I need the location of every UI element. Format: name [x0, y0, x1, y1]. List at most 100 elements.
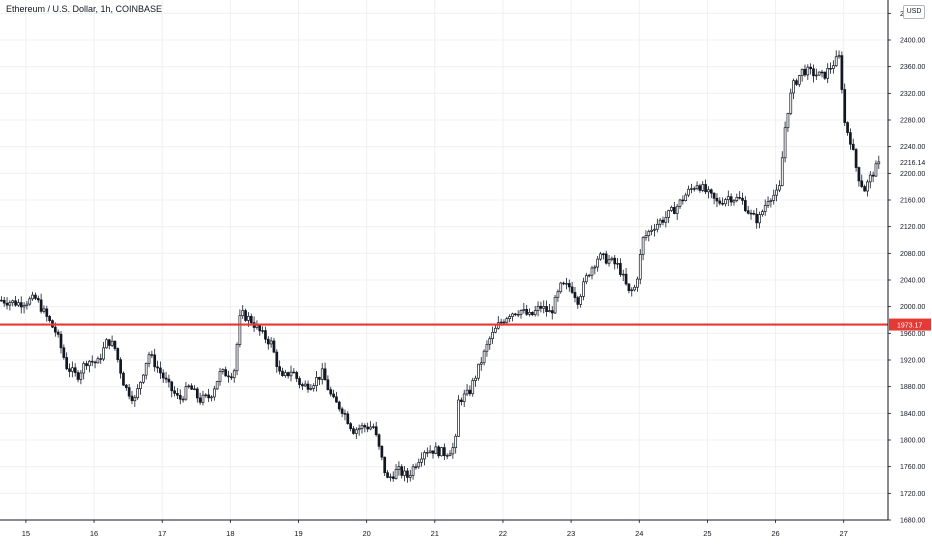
candle-body — [232, 370, 236, 379]
currency-badge[interactable]: USD — [903, 5, 925, 19]
candle-body — [650, 229, 653, 232]
candle-body — [513, 313, 517, 316]
candle-body — [306, 383, 310, 390]
candle-body — [119, 359, 122, 374]
candle-body — [499, 321, 503, 324]
candle-body — [204, 394, 208, 397]
candle-body — [721, 202, 724, 205]
candle-body — [692, 188, 696, 190]
candle-body — [301, 384, 304, 387]
candle-body — [565, 283, 568, 285]
y-tick-label: 2080.00 — [900, 251, 925, 258]
candle-body — [380, 445, 384, 458]
candle-body — [320, 368, 324, 380]
candle-body — [681, 199, 685, 202]
candle-body — [542, 306, 546, 309]
candle-body — [610, 257, 614, 260]
candle-body — [457, 399, 460, 437]
candle-body — [17, 302, 20, 306]
x-tick-label: 15 — [22, 529, 30, 538]
candle-body — [775, 189, 778, 196]
candle-body — [39, 299, 43, 312]
candle-body — [516, 314, 520, 316]
candle-body — [278, 366, 281, 372]
candle-body — [8, 302, 12, 306]
candle-body — [800, 68, 804, 76]
x-tick-label: 23 — [567, 529, 575, 538]
candle-body — [235, 344, 239, 372]
candle-body — [494, 327, 497, 333]
candle-body — [434, 446, 438, 454]
candle-body — [377, 434, 381, 447]
candle-body — [261, 330, 264, 332]
candle-body — [323, 368, 327, 381]
candle-body — [508, 316, 512, 319]
candle-body — [102, 347, 105, 360]
candle-body — [755, 213, 759, 224]
candle-body — [468, 389, 472, 395]
candle-body — [352, 428, 355, 434]
candle-body — [616, 263, 619, 265]
candle-body — [528, 312, 531, 315]
candle-body — [729, 196, 733, 203]
candle-body — [335, 396, 338, 403]
candle-body — [641, 237, 645, 255]
candle-body — [337, 401, 341, 410]
candle-body — [411, 466, 415, 476]
candle-body — [173, 390, 176, 394]
candle-body — [68, 368, 71, 372]
candle-body — [778, 185, 781, 191]
candle-body — [559, 282, 563, 293]
candle-body — [315, 377, 318, 386]
candle-body — [144, 362, 148, 376]
candle-body — [607, 259, 611, 264]
candle-body — [451, 447, 455, 455]
x-tick-label: 19 — [294, 529, 302, 538]
candle-body — [812, 68, 815, 77]
candle-body — [221, 369, 225, 372]
candle-body — [218, 370, 222, 383]
candle-body — [545, 306, 548, 312]
candle-body — [533, 310, 537, 316]
candle-body — [445, 455, 449, 457]
candle-body — [829, 68, 832, 70]
candle-body — [147, 354, 151, 364]
candle-body — [749, 212, 753, 215]
candle-body — [212, 388, 216, 398]
candle-body — [65, 357, 69, 370]
candle-body — [701, 184, 705, 191]
candle-body — [511, 313, 514, 317]
candle-body — [107, 339, 111, 346]
candle-body — [190, 385, 193, 390]
candle-body — [653, 228, 656, 231]
candle-body — [164, 377, 168, 380]
candle-body — [156, 366, 159, 369]
candle-body — [0, 299, 3, 302]
candle-body — [741, 197, 744, 201]
candle-body — [814, 74, 818, 77]
last-price-tag — [889, 156, 931, 168]
candlestick-series — [0, 50, 881, 483]
candle-body — [715, 197, 719, 202]
candle-body — [536, 305, 540, 311]
candle-body — [843, 89, 847, 123]
candle-body — [303, 383, 307, 387]
candle-body — [275, 351, 279, 367]
candle-body — [519, 310, 523, 315]
candle-body — [738, 197, 742, 199]
candle-body — [2, 299, 6, 304]
candle-body — [442, 447, 446, 457]
candle-body — [238, 315, 242, 345]
candle-body — [374, 426, 378, 436]
horizontal-line-layer: 1973.17 — [0, 318, 931, 331]
candle-body — [244, 310, 247, 321]
candle-body — [621, 273, 625, 276]
candle-body — [857, 167, 861, 182]
candle-body — [548, 310, 551, 312]
candle-body — [167, 378, 171, 383]
candle-body — [295, 372, 299, 379]
candle-body — [309, 388, 313, 390]
x-tick-label: 25 — [703, 529, 711, 538]
